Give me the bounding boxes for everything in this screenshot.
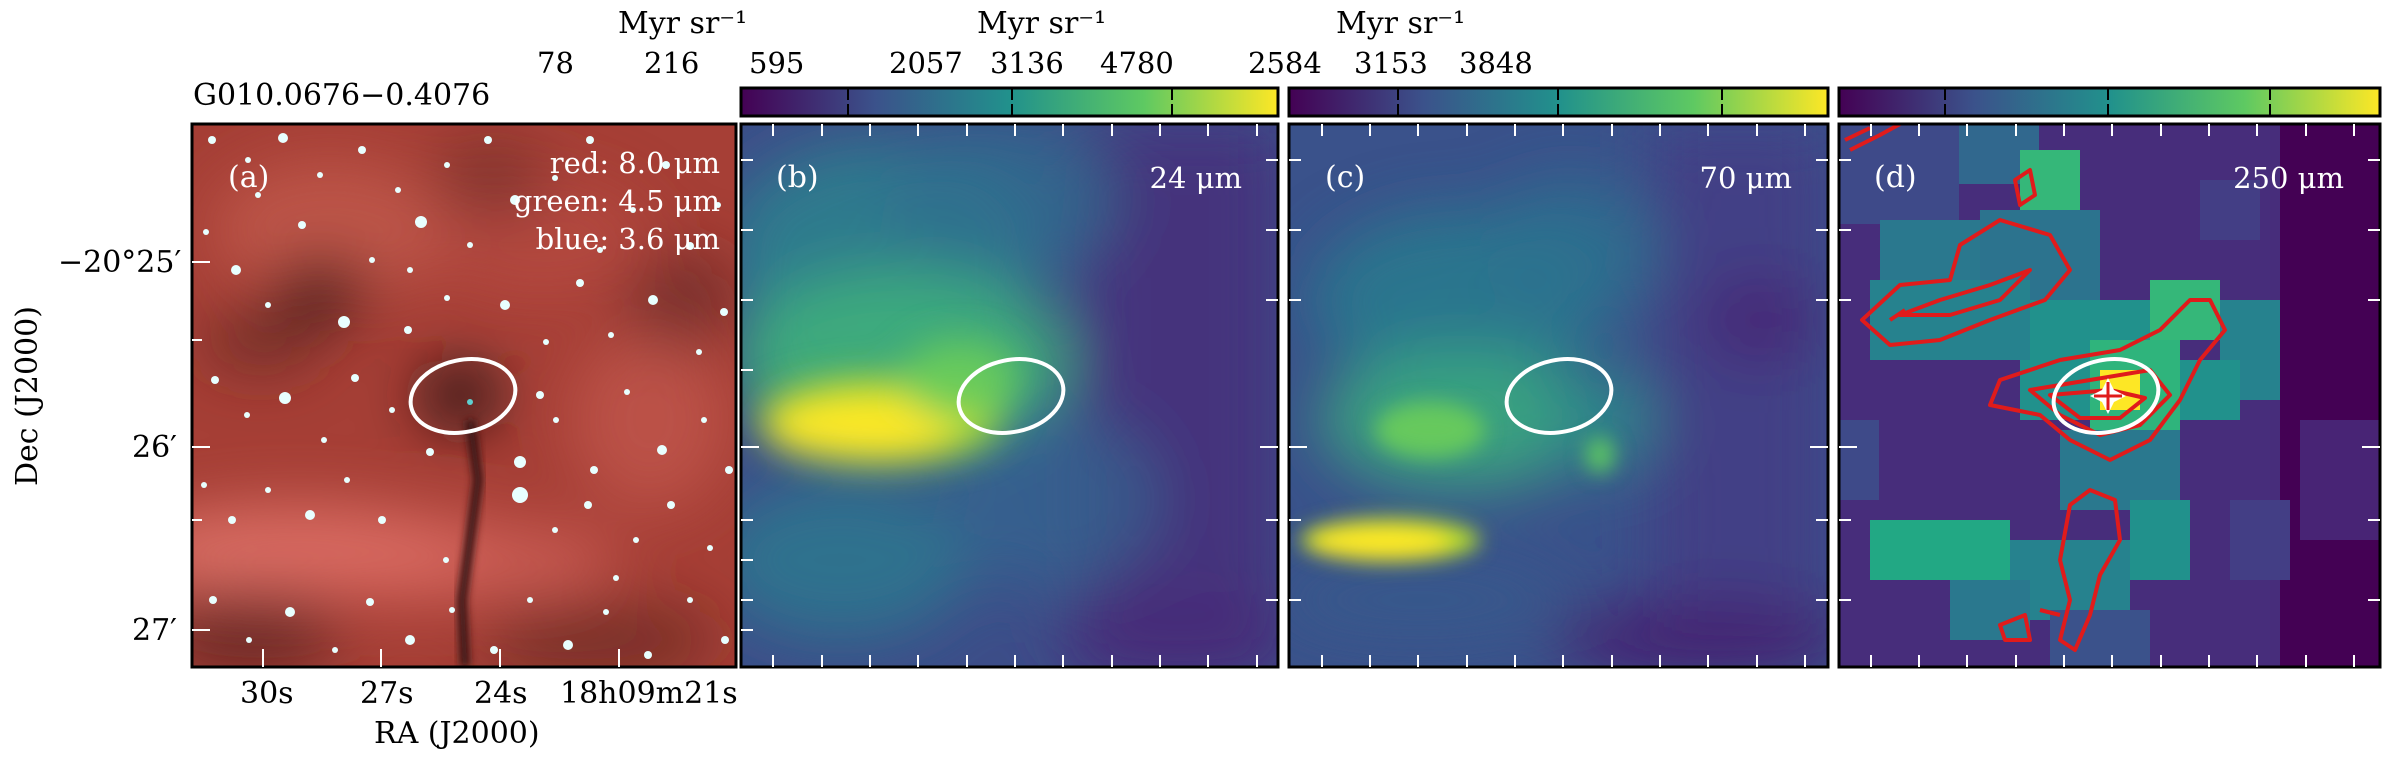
panel-d-frame	[1837, 122, 2382, 669]
panel-c-frame	[1287, 122, 1830, 669]
colorbar-d-tick-3: 3848	[1459, 46, 1533, 80]
colorbar-d-tick-1: 2584	[1248, 46, 1322, 80]
panel-d-contours	[1844, 124, 2227, 652]
panel-c-image	[1289, 124, 1828, 667]
panel-b-frame	[739, 122, 1280, 669]
panel-c-ellipse	[1504, 357, 1614, 435]
colorbar-b-tick-2: 216	[644, 46, 700, 80]
dec-tick-3: 27′	[132, 613, 177, 648]
panel-b-ellipse	[956, 357, 1066, 435]
dec-tick-1: −20°25′	[58, 245, 182, 280]
panel-c-label: (c)	[1325, 160, 1366, 195]
channel-green-label: green: 4.5 μm	[513, 184, 720, 218]
colorbar-d	[1837, 86, 2382, 118]
panel-ticks	[192, 124, 2380, 667]
panel-d-band-label: 250 μm	[2233, 161, 2344, 195]
panel-b-band-label: 24 μm	[1149, 161, 1242, 195]
panel-d-label: (d)	[1874, 160, 1917, 195]
channel-blue-label: blue: 3.6 μm	[535, 222, 720, 256]
dec-tick-2: 26′	[132, 430, 177, 465]
ra-tick-2: 27s	[360, 676, 414, 711]
dec-axis-label: Dec (J2000)	[10, 306, 45, 486]
colorbar-b-tick-3: 595	[749, 46, 805, 80]
colorbar-b-tick-1: 78	[537, 46, 574, 80]
colorbar-b-unit: Myr sr⁻¹	[618, 6, 748, 41]
colorbar-c-unit: Myr sr⁻¹	[977, 6, 1107, 41]
ra-axis-label: RA (J2000)	[374, 716, 540, 751]
panel-c-band-label: 70 μm	[1699, 161, 1792, 195]
panel-d-source-marker	[2090, 378, 2126, 414]
colorbar-d-unit: Myr sr⁻¹	[1336, 6, 1466, 41]
panel-d-image	[1839, 124, 2380, 667]
ra-tick-3: 24s	[474, 676, 528, 711]
channel-red-label: red: 8.0 μm	[549, 146, 720, 180]
colorbar-d-tick-2: 3153	[1354, 46, 1428, 80]
colorbar-c-tick-1: 2057	[889, 46, 963, 80]
colorbar-b	[739, 86, 1280, 118]
panel-a-frame	[190, 122, 738, 669]
ra-tick-1: 30s	[240, 676, 294, 711]
panel-b-label: (b)	[776, 160, 819, 195]
source-name: G010.0676−0.4076	[193, 78, 491, 113]
panel-b-image	[741, 124, 1278, 667]
panel-a-label: (a)	[228, 160, 270, 195]
colorbar-c-tick-3: 4780	[1100, 46, 1174, 80]
panel-a-ellipse	[408, 357, 518, 435]
colorbar-c-tick-2: 3136	[990, 46, 1064, 80]
panel-d-ellipse	[2051, 357, 2161, 435]
panel-a-image	[192, 124, 736, 667]
ra-tick-4: 18h09m21s	[560, 676, 738, 711]
colorbar-ticks	[847, 88, 2271, 116]
panel-a-channel-legend: red: 8.0 μm green: 4.5 μm blue: 3.6 μm	[420, 144, 720, 258]
